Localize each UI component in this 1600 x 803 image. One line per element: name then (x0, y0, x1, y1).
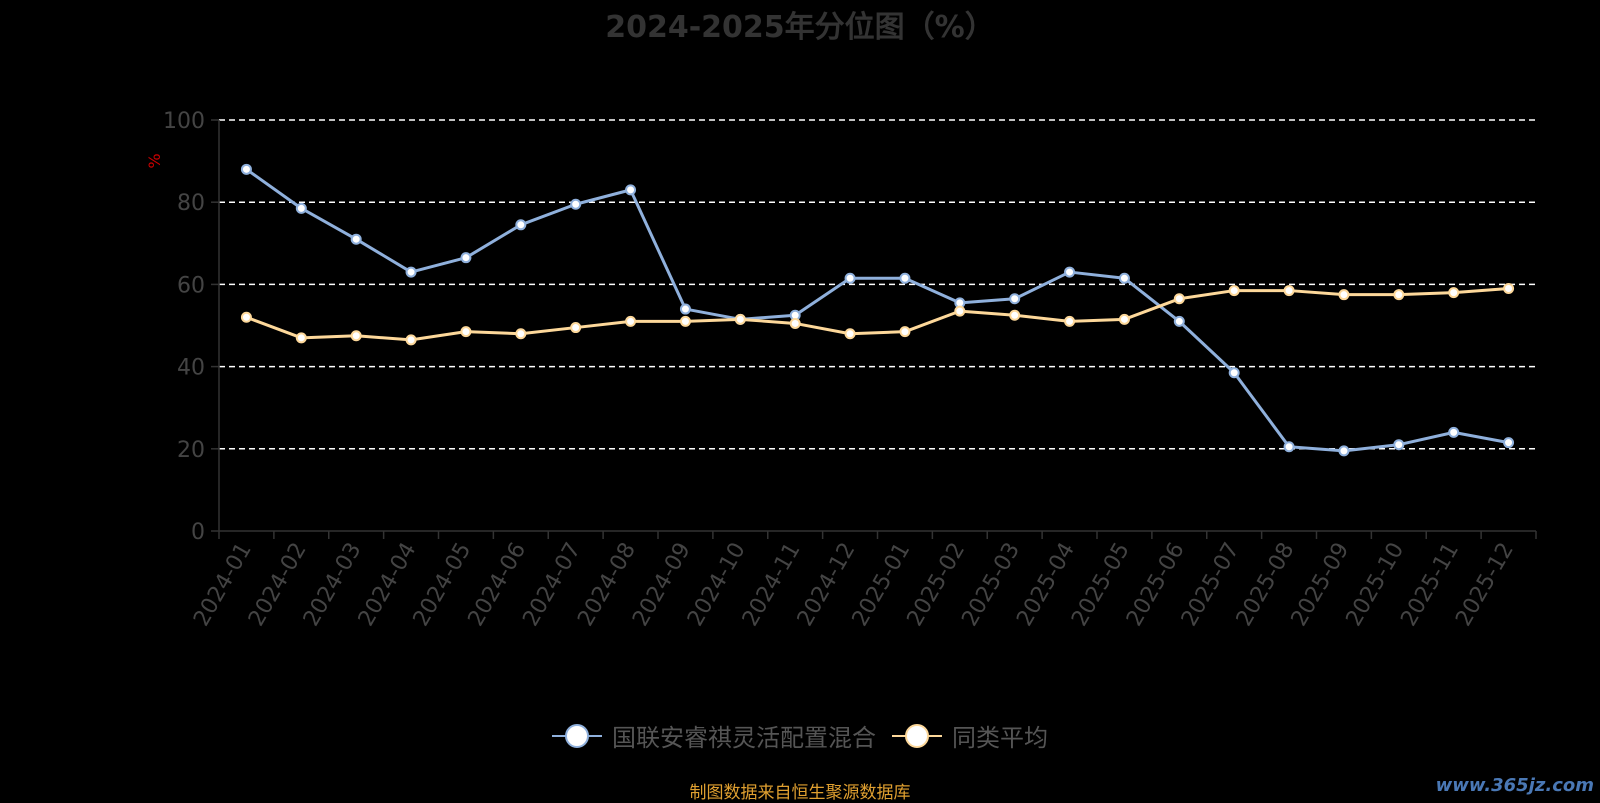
data-point-0 (1283, 441, 1295, 453)
data-point-0 (1064, 266, 1076, 278)
legend-label-fund: 国联安睿祺灵活配置混合 (612, 724, 876, 752)
data-point-1 (899, 326, 911, 338)
data-point-0 (295, 202, 307, 214)
data-point-1 (789, 317, 801, 329)
legend-marker-average-icon (892, 723, 942, 748)
watermark: www.365jz.com (1435, 775, 1594, 796)
data-point-0 (679, 303, 691, 315)
data-point-1 (570, 322, 582, 334)
legend-label-average: 同类平均 (952, 724, 1048, 752)
data-point-1 (1173, 293, 1185, 305)
data-point-0 (1228, 367, 1240, 379)
data-point-1 (1064, 315, 1076, 327)
data-point-1 (1393, 289, 1405, 301)
data-point-0 (1338, 445, 1350, 457)
data-point-1 (1283, 285, 1295, 297)
data-point-0 (350, 233, 362, 245)
data-point-1 (679, 315, 691, 327)
y-tick-label: 20 (177, 438, 205, 463)
data-point-0 (405, 266, 417, 278)
y-tick-label: 40 (177, 356, 205, 381)
data-point-1 (405, 334, 417, 346)
data-point-1 (1228, 285, 1240, 297)
data-point-0 (625, 184, 637, 196)
data-point-1 (844, 328, 856, 340)
data-point-0 (1448, 426, 1460, 438)
data-point-0 (240, 163, 252, 175)
data-point-0 (460, 252, 472, 264)
legend: 国联安睿祺灵活配置混合 同类平均 (0, 718, 1600, 753)
data-point-1 (954, 305, 966, 317)
chart-title: 2024-2025年分位图（%） (605, 10, 995, 45)
legend-item-fund[interactable]: 国联安睿祺灵活配置混合 (552, 718, 876, 753)
y-axis-label: % (145, 153, 164, 168)
series-line-0 (245, 168, 1509, 453)
data-point-0 (844, 272, 856, 284)
data-point-1 (1448, 287, 1460, 299)
data-point-1 (1503, 283, 1515, 295)
data-point-0 (899, 272, 911, 284)
data-point-0 (1393, 439, 1405, 451)
data-point-1 (460, 326, 472, 338)
data-point-1 (295, 332, 307, 344)
legend-item-category-average[interactable]: 同类平均 (892, 718, 1048, 753)
data-point-0 (1009, 293, 1021, 305)
legend-marker-fund-icon (552, 723, 602, 748)
data-point-1 (240, 311, 252, 323)
y-tick-label: 100 (163, 109, 205, 134)
data-point-1 (625, 315, 637, 327)
y-tick-label: 60 (177, 273, 205, 298)
data-point-0 (1503, 437, 1515, 449)
data-point-1 (1118, 313, 1130, 325)
data-point-0 (515, 219, 527, 231)
y-tick-label: 80 (177, 191, 205, 216)
data-point-1 (1338, 289, 1350, 301)
y-tick-label: 0 (191, 520, 205, 545)
data-point-1 (734, 313, 746, 325)
data-point-1 (350, 330, 362, 342)
data-point-0 (570, 198, 582, 210)
series-line-1 (245, 287, 1509, 342)
data-point-1 (515, 328, 527, 340)
data-point-1 (1009, 309, 1021, 321)
source-note: 制图数据来自恒生聚源数据库 (689, 783, 911, 803)
data-point-0 (1118, 272, 1130, 284)
data-point-0 (1173, 315, 1185, 327)
